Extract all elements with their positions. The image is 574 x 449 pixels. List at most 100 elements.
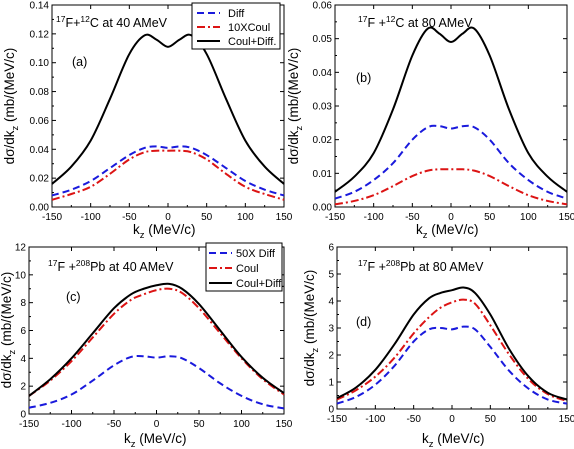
panel-b-series-coul (334, 168, 568, 206)
panel-d-xlabel-main: k (422, 431, 429, 446)
panel-b-xtick-label: -100 (364, 212, 384, 223)
panel-d-ytick-label: 3 (328, 324, 334, 335)
panel-a-legend-label-sum: Coul+Diff. (228, 36, 276, 48)
panel-b-ytick-label: 0.00 (313, 203, 333, 214)
panel-c-series-coul (28, 287, 285, 397)
panel-b-series-sum (334, 26, 568, 193)
panel-b-ylabel-unit: (mb/(MeV/c) (286, 48, 301, 126)
panel-c-xtick-label: -100 (61, 419, 81, 430)
panel-d-ytick-label: 4 (328, 297, 334, 308)
panel-c-ylabel-unit: (mb/(MeV/c) (0, 272, 14, 350)
panel-b-label: (b) (356, 71, 371, 85)
panel-b-ytick-label: 0.05 (313, 34, 333, 45)
panel-b-ytick-label: 0.04 (313, 68, 333, 79)
panel-a-series-sum (51, 33, 285, 185)
panel-b-xtick-label: 150 (559, 212, 574, 223)
panel-d-title: 17F +208Pb at 80 AMeV (358, 258, 484, 274)
panel-c-label: (c) (66, 290, 81, 304)
panel-a-series (51, 33, 285, 201)
panel-c-xlabel-unit: (MeV/c) (136, 431, 187, 446)
panel-d-xtick-label: -50 (406, 414, 421, 425)
panel-a-ytick-label: 0.10 (30, 58, 50, 69)
panel-c-legend-label-diff: 50X Diff (236, 248, 276, 260)
panel-b-ytick-label: 0.01 (313, 169, 333, 180)
panel-a-title-mass: 17 (56, 14, 66, 24)
panel-c-title: 17F +208Pb at 40 AMeV (48, 258, 174, 274)
panel-a-xlabel-unit: (MeV/c) (145, 222, 196, 237)
panel-d-title-target-mass: 208 (386, 258, 400, 268)
panel-a-ytick-label: 0.08 (30, 87, 50, 98)
panel-c-title-projectile: F + (57, 260, 75, 274)
panel-c-xlabel-sub: z (131, 439, 136, 449)
panel-a-legend: Diff 10XCoul Coul+Diff. (191, 2, 281, 50)
panel-d-xtick-label: 150 (559, 414, 574, 425)
panel-b-xlabel: kz (MeV/c) (416, 222, 479, 241)
panel-a-ylabel-sub: z (10, 125, 21, 130)
panel-c: -150 -100 -50 0 50 100 150 0 2 4 6 8 10 12 17F +208Pb… (0, 242, 293, 449)
panel-a-legend-label-coul: 10XCoul (228, 22, 270, 34)
panel-d-series-diff (336, 325, 568, 405)
panel-c-ylabel-sub: z (7, 349, 18, 354)
panel-c-axes: -150 -100 -50 0 50 100 150 0 2 4 6 8 10 12 (15, 243, 293, 431)
panel-b-xlabel-sub: z (423, 230, 428, 241)
panel-d-ylabel-unit: (mb/(MeV/c) (302, 270, 317, 348)
panel-b-title: 17F +12C at 80 AMeV (358, 14, 473, 30)
panel-c-xtick-label: 100 (233, 419, 250, 430)
panel-a-ytick-label: 0.12 (30, 29, 50, 40)
panel-d-series (336, 286, 568, 405)
panel-a-xlabel: kz (MeV/c) (133, 222, 196, 241)
panel-c-series (28, 282, 285, 410)
panel-c-xtick-label: -50 (107, 419, 122, 430)
panel-d-series-coul (336, 298, 568, 402)
panel-d-xlabel-sub: z (429, 439, 434, 449)
panel-c-ytick-label: 10 (15, 270, 27, 281)
panel-b-title-target-mass: 12 (386, 14, 396, 24)
panel-a-ytick-label: 0.06 (30, 116, 50, 127)
panel-d-xlabel: kz (MeV/c) (422, 431, 485, 449)
panel-d-ylabel-sub: z (310, 347, 321, 352)
panel-a-series-diff (51, 145, 285, 197)
panel-c-ylabel: dσ/dkz (mb/(MeV/c) (0, 272, 18, 389)
panel-d-xtick-label: 100 (520, 414, 537, 425)
panel-d-xtick-label: 50 (485, 414, 497, 425)
panel-c-ytick-label: 2 (20, 382, 26, 393)
panel-b-xtick-label: 100 (520, 212, 537, 223)
panel-d-ytick-label: 0 (328, 405, 334, 416)
panel-d-axes: -150 -100 -50 0 50 100 150 0 1 2 3 4 5 6 (327, 243, 574, 426)
panel-d-series-sum (336, 286, 568, 401)
panel-d-ytick-label: 2 (328, 351, 334, 362)
panel-b-xtick-label: 0 (448, 212, 454, 223)
panel-c-xtick-label: -150 (19, 419, 39, 430)
panel-d-ytick-label: 1 (328, 378, 334, 389)
panel-a-ylabel: dσ/dkz (mb/(MeV/c) (2, 48, 21, 165)
panel-a-ylabel-main: dσ/dk (2, 130, 17, 164)
panel-c-ytick-label: 12 (15, 243, 27, 254)
panel-c-title-rest: Pb at 40 AMeV (90, 260, 174, 274)
panel-b-xlabel-unit: (MeV/c) (428, 222, 479, 237)
panel-d-xlabel-unit: (MeV/c) (434, 431, 485, 446)
panel-a-label: (a) (72, 55, 87, 69)
panel-b-ytick-label: 0.06 (313, 1, 333, 12)
panel-c-ytick-label: 6 (20, 326, 26, 337)
panel-d-xtick-label: 0 (449, 414, 455, 425)
panel-c-ytick-label: 0 (20, 410, 26, 421)
panel-b-ylabel-sub: z (294, 125, 305, 130)
panel-a-xlabel-sub: z (140, 230, 145, 241)
panel-b-title-projectile: F + (367, 16, 385, 30)
panel-c-ytick-label: 4 (20, 354, 26, 365)
panel-a-title-projectile: F+ (65, 16, 80, 30)
panel-c-legend: 50X Diff Coul Coul+Diff. (205, 242, 284, 292)
panel-d-xtick-label: -100 (365, 414, 385, 425)
panel-a-xtick-label: 50 (201, 212, 213, 223)
panel-a-xtick-label: -150 (42, 212, 62, 223)
panel-b-ytick-label: 0.03 (313, 102, 333, 113)
panel-c-xtick-label: 0 (154, 419, 160, 430)
panel-c-legend-label-coul: Coul (236, 263, 259, 275)
panel-b-series-diff (334, 124, 568, 200)
panel-a-xlabel-main: k (133, 222, 140, 237)
panel-b-title-mass: 17 (358, 14, 368, 24)
panel-b-xlabel-main: k (416, 222, 423, 237)
panel-d-ytick-label: 6 (328, 243, 334, 254)
panel-a-xtick-label: 100 (237, 212, 254, 223)
